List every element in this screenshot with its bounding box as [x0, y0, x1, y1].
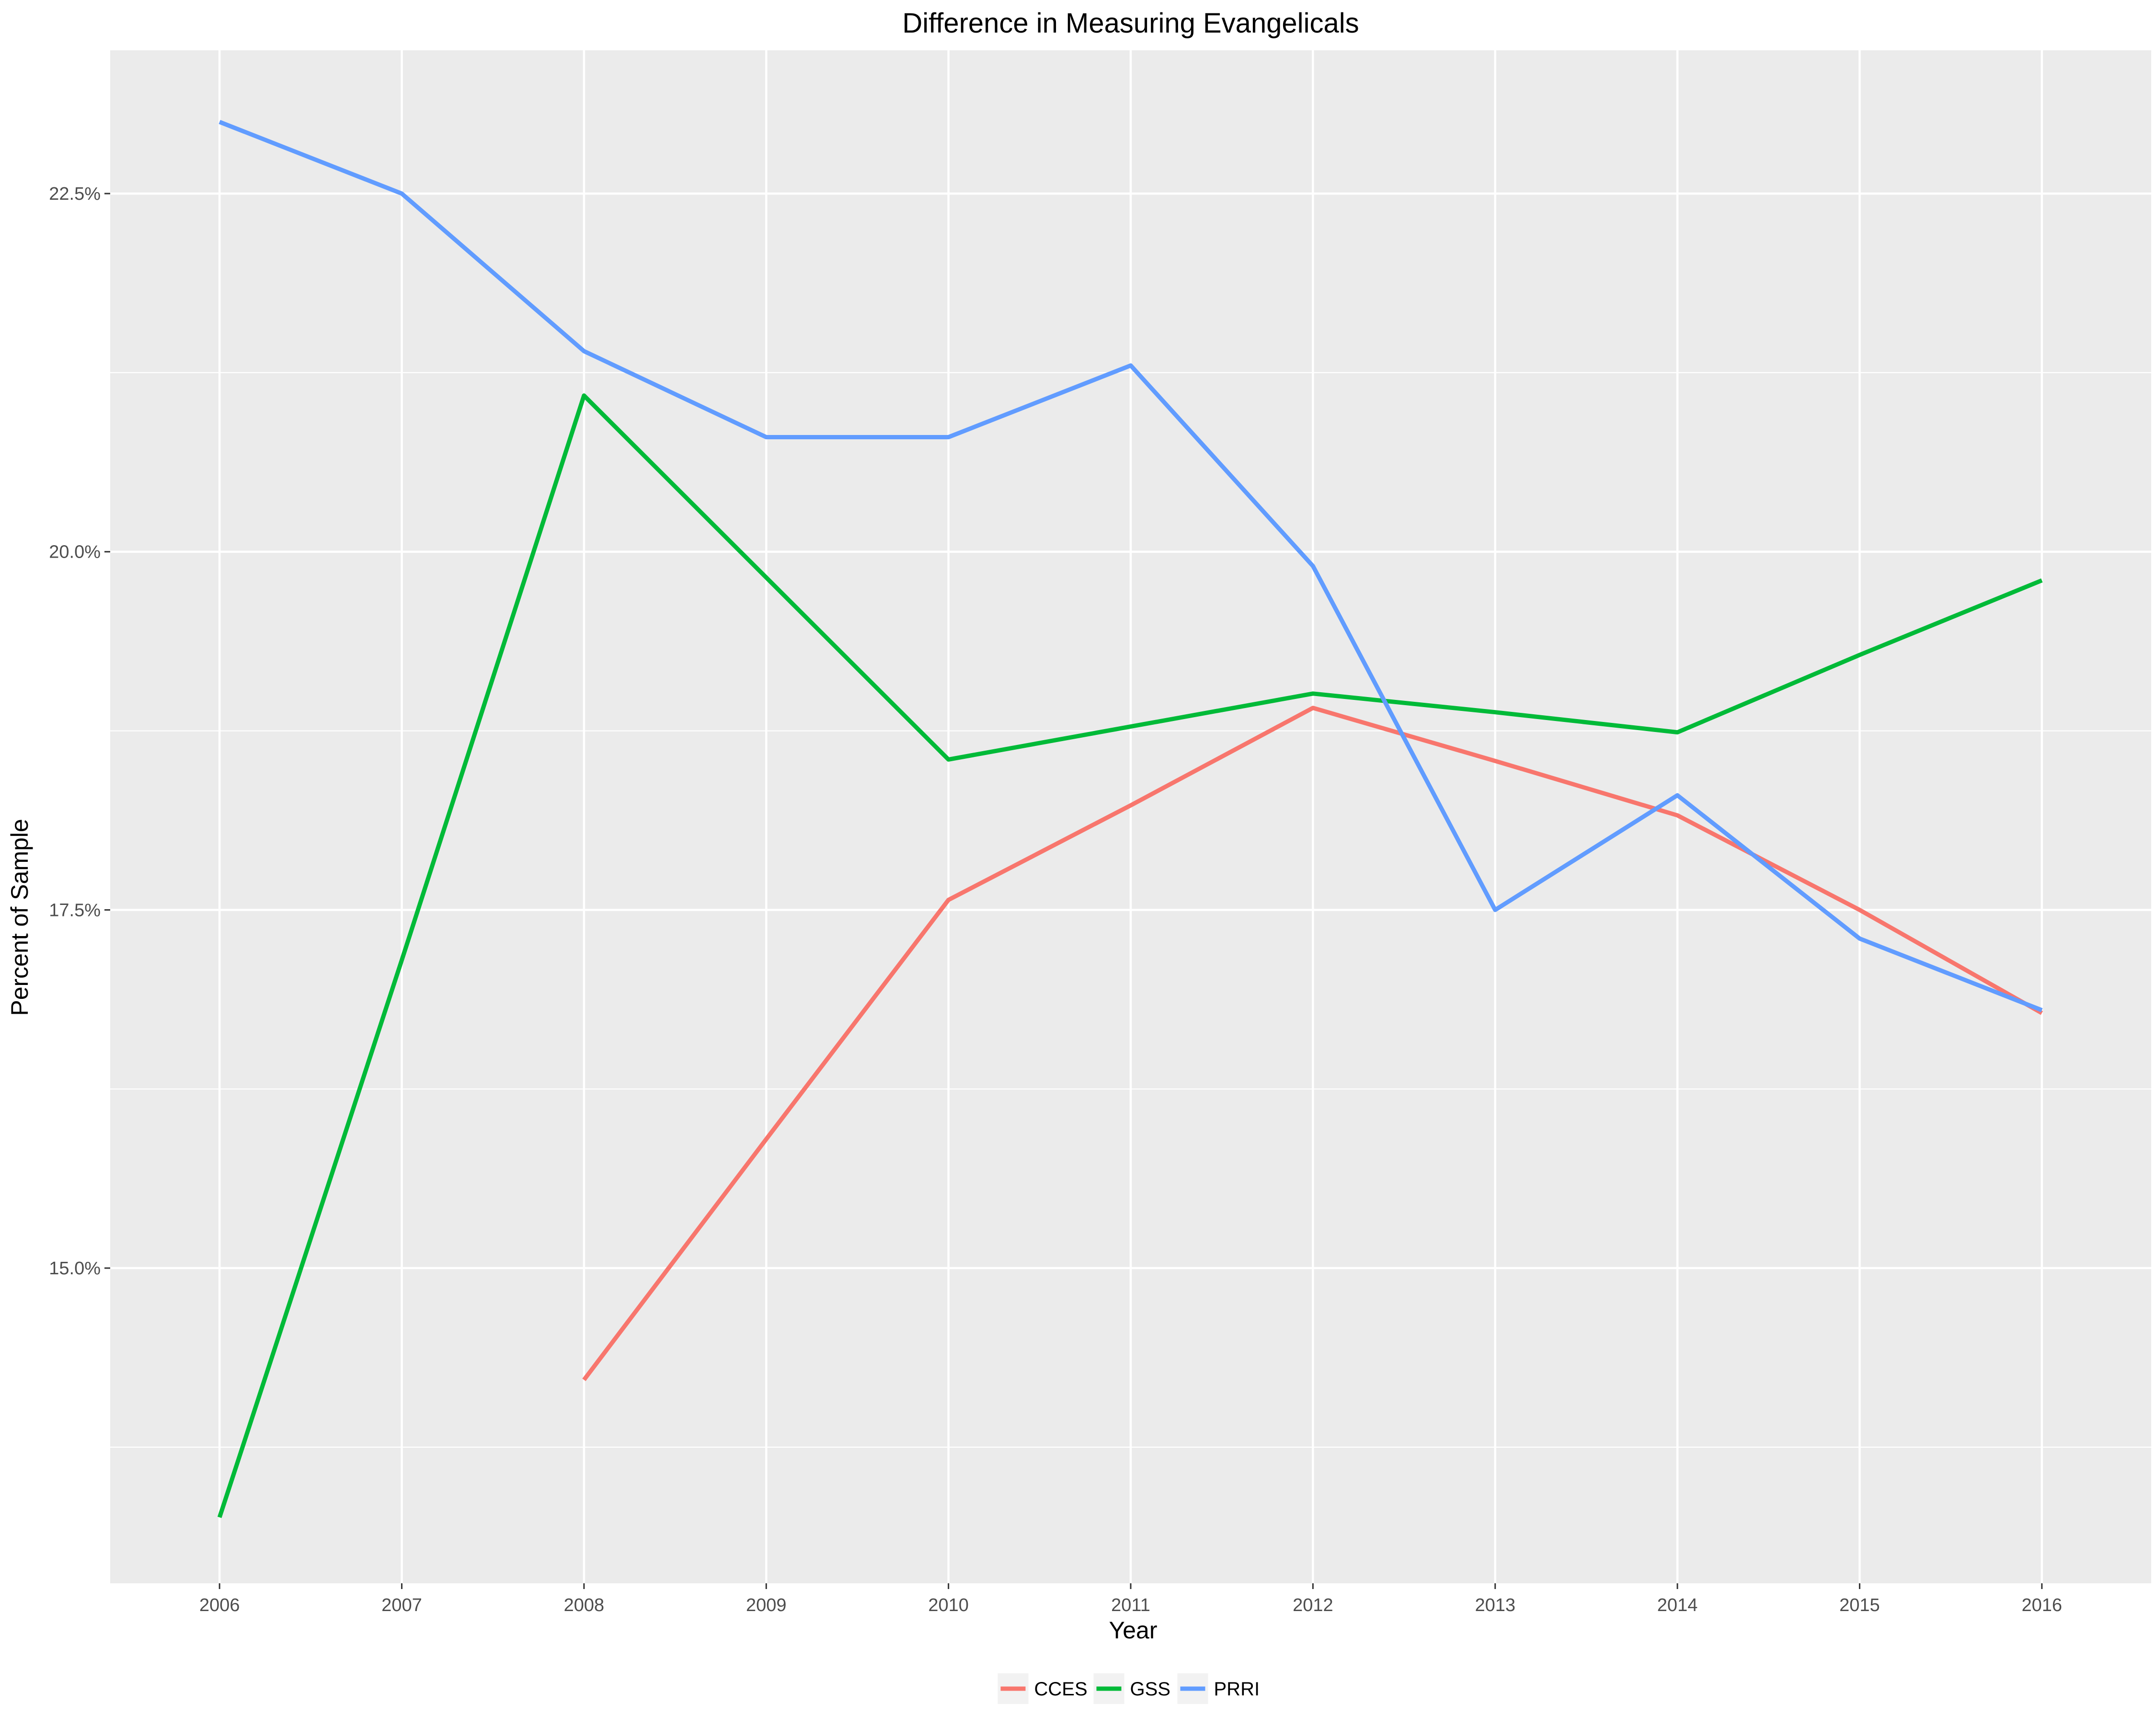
- x-tick-label: 2011: [1111, 1595, 1150, 1615]
- x-tick-label: 2016: [2022, 1595, 2063, 1615]
- legend-label-gss: GSS: [1130, 1679, 1170, 1700]
- grid-lines: [110, 50, 2151, 1583]
- x-tick-label: 2014: [1657, 1595, 1698, 1615]
- x-tick-label: 2012: [1293, 1595, 1333, 1615]
- legend: CCES GSS PRRI: [998, 1673, 1260, 1704]
- x-tick-label: 2006: [199, 1595, 240, 1615]
- series-line-prri: [218, 120, 2043, 1012]
- x-tick-label: 2013: [1475, 1595, 1515, 1615]
- chart-title: Difference in Measuring Evangelicals: [902, 8, 1359, 39]
- axis-ticks: 15.0% 17.5% 20.0% 22.5% 2006 2007 2008 2009 2010…: [49, 184, 2062, 1615]
- y-axis-title: Percent of Sample: [6, 819, 33, 1016]
- x-tick-label: 2009: [746, 1595, 787, 1615]
- y-tick-label: 15.0%: [49, 1258, 101, 1279]
- series-line-cces: [582, 706, 2043, 1382]
- x-tick-label: 2008: [564, 1595, 605, 1615]
- x-tick-label: 2010: [928, 1595, 969, 1615]
- x-axis-title: Year: [1109, 1617, 1157, 1644]
- y-tick-label: 17.5%: [49, 900, 101, 920]
- y-tick-label: 22.5%: [49, 184, 101, 204]
- series-lines: [217, 120, 2043, 1518]
- legend-label-cces: CCES: [1034, 1679, 1088, 1700]
- legend-label-prri: PRRI: [1214, 1679, 1260, 1700]
- x-tick-label: 2015: [1839, 1595, 1880, 1615]
- x-tick-label: 2007: [381, 1595, 422, 1615]
- series-line-gss: [217, 393, 2043, 1518]
- y-tick-label: 20.0%: [49, 542, 101, 562]
